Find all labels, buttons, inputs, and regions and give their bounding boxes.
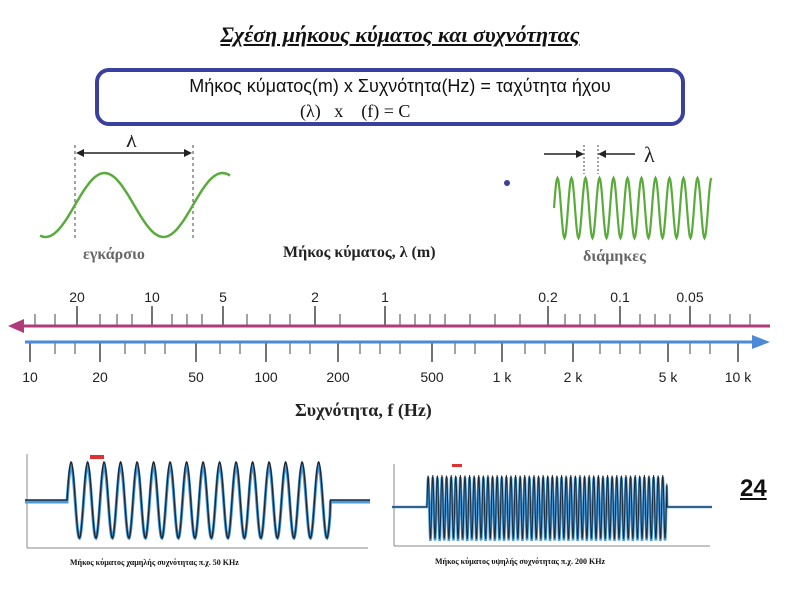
page-number: 24 xyxy=(740,475,767,502)
page-title: Σχέση μήκους κύματος και συχνότητας xyxy=(220,22,580,47)
wavelength-tick-label: 0.05 xyxy=(676,289,703,305)
arrowhead-left xyxy=(576,150,584,158)
formula-box xyxy=(95,68,685,126)
longitudinal-wave-diagram: λ xyxy=(544,142,713,241)
frequency-tick-label: 200 xyxy=(326,369,350,385)
wavelength-tick-label: 1 xyxy=(381,289,389,305)
low-frequency-signal xyxy=(25,460,370,540)
high-frequency-signal xyxy=(392,475,712,539)
transverse-label: εγκάρσιο xyxy=(83,246,145,263)
frequency-tick-label: 50 xyxy=(188,369,204,385)
high-frequency-caption: Μήκος κύματος υψηλής συχνότητας π.χ. 200… xyxy=(435,557,605,566)
frequency-tick-label: 1 k xyxy=(493,369,513,385)
frequency-tick-label: 500 xyxy=(420,369,444,385)
formula-line-1: Μήκος κύματος(m) x Συχνότητα(Hz) = ταχύτ… xyxy=(189,76,611,96)
marker-red xyxy=(90,455,104,459)
wavelength-axis-title: Μήκος κύματος, λ (m) xyxy=(283,244,436,261)
wavelength-tick-label: 5 xyxy=(219,289,227,305)
arrowhead-right xyxy=(598,150,606,158)
wavelength-tick-label: 20 xyxy=(69,289,85,305)
low-frequency-signal-panel xyxy=(25,454,370,549)
wavelength-axis-arrow xyxy=(8,319,24,333)
frequency-tick-label: 10 xyxy=(22,369,38,385)
frequency-axis-arrow xyxy=(752,335,770,349)
frequency-tick-label: 100 xyxy=(254,369,278,385)
formula-line-2: (λ) x (f) = C xyxy=(300,101,411,121)
frequency-tick-labels: 10 20 50 100 200 500 1 k 2 k 5 k 10 k xyxy=(22,369,752,385)
lambda-symbol: λ xyxy=(644,142,655,167)
marker-red xyxy=(452,464,462,467)
high-frequency-signal-panel xyxy=(392,464,712,547)
frequency-tick-label: 10 k xyxy=(725,369,752,385)
wavelength-tick-label: 0.1 xyxy=(610,289,630,305)
low-frequency-caption: Μήκος κύματος χαμηλής συχνότητας π.χ. 50… xyxy=(70,558,239,567)
longitudinal-label: διάμηκες xyxy=(583,248,646,265)
wavelength-tick-label: 2 xyxy=(311,289,319,305)
longitudinal-wave xyxy=(552,175,713,241)
wavelength-tick-label: 10 xyxy=(144,289,160,305)
frequency-tick-label: 20 xyxy=(92,369,108,385)
wavelength-tick-label: 0.2 xyxy=(538,289,558,305)
arrowhead-right xyxy=(184,149,192,157)
scale-ticks xyxy=(29,306,751,362)
wavelength-tick-labels: 20 10 5 2 1 0.2 0.1 0.05 xyxy=(69,289,704,305)
transverse-wave-diagram: λ xyxy=(39,135,231,240)
dot-marker xyxy=(504,180,510,186)
lambda-symbol: λ xyxy=(126,135,137,152)
frequency-tick-label: 2 k xyxy=(564,369,584,385)
transverse-wave xyxy=(39,171,231,239)
arrowhead-left xyxy=(76,149,84,157)
frequency-tick-label: 5 k xyxy=(659,369,679,385)
frequency-axis-title: Συχνότητα, f (Hz) xyxy=(295,400,432,420)
wavelength-frequency-scale: 20 10 5 2 1 0.2 0.1 0.05 10 20 50 100 20… xyxy=(8,289,770,385)
